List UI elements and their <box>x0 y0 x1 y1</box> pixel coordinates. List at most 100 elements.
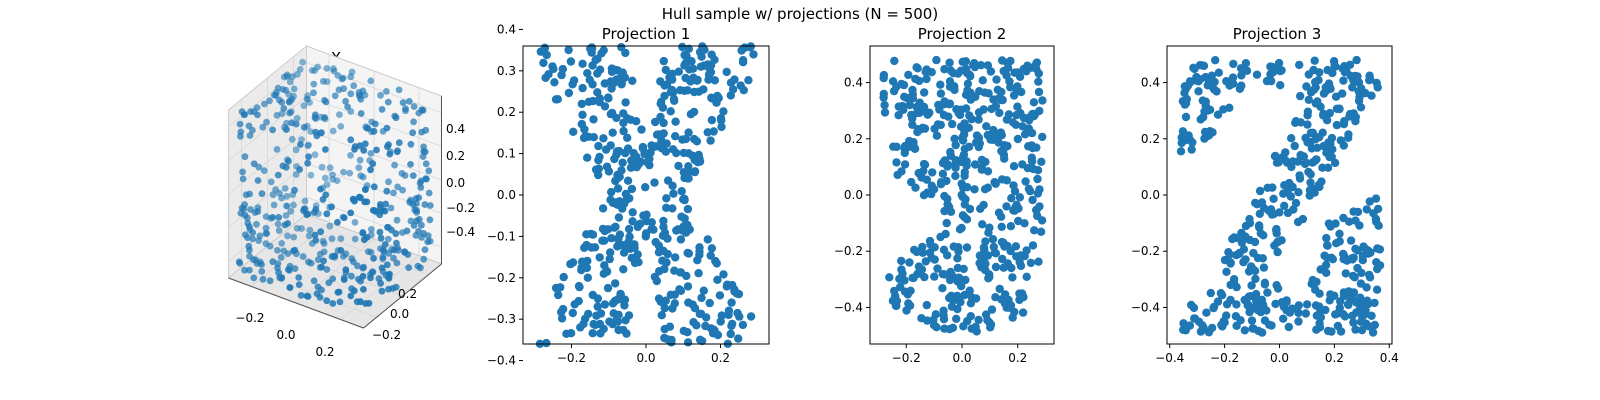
x-tick-label: −0.2 <box>235 311 264 325</box>
scatter-point <box>1006 246 1015 256</box>
scatter-point-3d <box>295 274 303 281</box>
scatter-point <box>657 311 666 320</box>
scatter-point <box>966 312 975 321</box>
scatter-point <box>658 231 668 240</box>
scatter-point-3d <box>275 269 282 277</box>
scatter-point <box>999 145 1008 154</box>
scatter-point <box>1294 308 1303 318</box>
scatter-point <box>662 139 671 148</box>
scatter-point-3d <box>241 111 248 119</box>
scatter-point <box>1318 163 1327 172</box>
scatter-point <box>1017 289 1027 298</box>
scatter-point-3d <box>317 185 324 193</box>
scatter-point-3d <box>296 66 304 73</box>
scatter-point-3d <box>394 183 401 191</box>
scatter-point <box>589 115 598 124</box>
scatter-point <box>1280 181 1289 190</box>
scatter-point <box>906 286 915 295</box>
scatter-point <box>599 46 608 55</box>
scatter-point <box>1251 289 1261 299</box>
x-tick-label: −0.2 <box>1210 351 1239 365</box>
scatter-point <box>1222 267 1231 276</box>
scatter-point <box>1254 326 1263 336</box>
scatter-point-3d <box>282 86 290 94</box>
scatter-point <box>938 270 948 279</box>
scatter-point <box>1207 323 1217 333</box>
scatter-point <box>1353 72 1362 81</box>
scatter-point <box>1263 288 1272 297</box>
scatter-point <box>1339 213 1348 223</box>
scatter-point <box>1339 288 1349 297</box>
scatter-point <box>1260 316 1270 325</box>
scatter-point <box>669 189 678 198</box>
scatter-point <box>1015 193 1025 202</box>
scatter-point <box>994 94 1004 103</box>
scatter-point-3d <box>267 178 275 186</box>
scatter-point <box>1026 258 1036 268</box>
z-tick-label: −0.4 <box>446 225 475 239</box>
scatter-point <box>1294 317 1303 326</box>
panel-projection-2: Projection 2 −0.2 0.0 0.2 0.4 0.2 0.0 −0.2 −0.4 <box>834 25 1055 365</box>
scatter-point-3d <box>328 235 336 243</box>
scatter-point-3d <box>258 261 265 268</box>
scatter-point <box>1367 311 1376 320</box>
scatter-point-3d <box>259 123 267 131</box>
scatter-point <box>1007 194 1016 203</box>
scatter-point-3d <box>283 202 291 210</box>
scatter-point <box>1254 221 1264 230</box>
scatter-point <box>608 299 618 308</box>
scatter-point <box>904 70 913 80</box>
scatter-point <box>539 58 548 68</box>
scatter-point <box>619 126 628 136</box>
scatter-point-3d <box>346 169 354 177</box>
scatter-point <box>1009 206 1018 215</box>
scatter-point-3d <box>273 146 281 153</box>
scatter-point-3d <box>395 86 403 94</box>
scatter-point <box>1348 83 1357 92</box>
scatter-point-3d <box>369 207 377 214</box>
scatter-point <box>1229 275 1239 284</box>
scatter-point <box>1358 308 1368 318</box>
scatter-point <box>589 133 598 142</box>
scatter-point <box>945 77 955 86</box>
scatter-point <box>1185 321 1195 330</box>
scatter-point-3d <box>297 292 305 299</box>
scatter-point <box>681 134 691 144</box>
scatter-point <box>1276 66 1285 76</box>
scatter-point <box>1266 205 1276 214</box>
scatter-point-3d <box>250 160 258 168</box>
scatter-point <box>666 290 675 299</box>
scatter-point <box>1357 326 1367 335</box>
scatter-point <box>1027 128 1037 138</box>
scatter-point-3d <box>362 300 369 307</box>
scatter-point <box>936 232 945 242</box>
scatter-point-3d <box>262 213 270 221</box>
scatter-point-3d <box>304 210 312 218</box>
scatter-point <box>566 57 576 66</box>
scatter-point <box>1013 68 1022 77</box>
scatter-point <box>1194 87 1203 96</box>
scatter-point-3d <box>393 239 400 247</box>
scatter-point <box>905 301 915 310</box>
scatter-point-3d <box>272 186 279 193</box>
scatter-point <box>1013 102 1022 111</box>
scatter-point-3d <box>246 266 253 274</box>
scatter-point-3d <box>376 211 384 219</box>
scatter-point <box>611 65 620 75</box>
scatter-point <box>972 131 982 140</box>
scatter-point-3d <box>254 208 262 215</box>
scatter-point <box>558 64 567 74</box>
scatter-point <box>890 56 899 66</box>
scatter-point <box>1187 145 1196 154</box>
scatter-point-3d <box>373 146 380 154</box>
scatter-point <box>982 122 991 131</box>
scatter-point <box>936 178 946 187</box>
scatter-point <box>1196 115 1205 124</box>
scatter-point-3d <box>359 173 367 181</box>
scatter-point <box>666 107 675 116</box>
scatter-point-3d <box>246 252 253 260</box>
scatter-point-3d <box>337 123 345 130</box>
scatter-point-3d <box>328 203 335 211</box>
scatter-point <box>950 85 959 95</box>
x-tick-label: −0.4 <box>1155 351 1184 365</box>
